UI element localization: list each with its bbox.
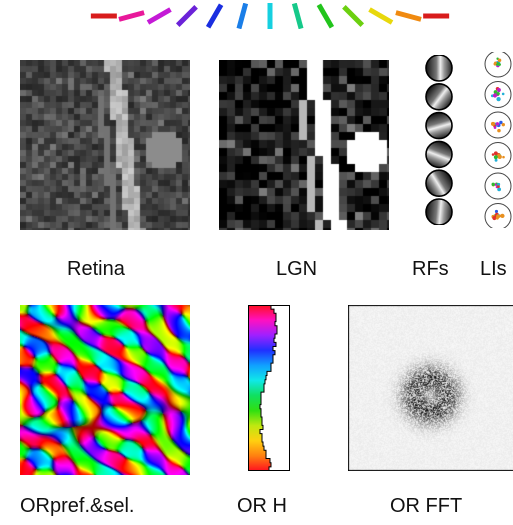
orientation-histogram bbox=[248, 305, 290, 471]
retina-label: Retina bbox=[67, 258, 125, 280]
orientation-histogram-profile bbox=[259, 305, 290, 471]
lateral-interaction-dot bbox=[500, 213, 505, 219]
lateral-interaction-dot bbox=[501, 122, 505, 127]
lateral-interaction-dot bbox=[501, 92, 505, 96]
orientation-legend-bar bbox=[291, 3, 304, 29]
lateral-interaction-dot bbox=[493, 155, 498, 160]
orientation-legend-bar bbox=[395, 10, 422, 22]
retina-panel bbox=[20, 60, 190, 230]
receptive-field-patch bbox=[425, 82, 453, 111]
orientation-legend-bar bbox=[267, 3, 273, 29]
lateral-interaction-dot bbox=[496, 214, 500, 219]
orientation-legend-bar bbox=[205, 3, 224, 29]
orientation-legend-bar bbox=[368, 7, 394, 25]
orientation-legend-bar bbox=[118, 10, 145, 22]
lateral-interaction-dot bbox=[490, 121, 495, 126]
rfs-label: RFs bbox=[412, 258, 449, 280]
orientation-legend-bar bbox=[175, 5, 198, 27]
lateral-interaction-dot bbox=[497, 128, 501, 133]
receptive-field-patch bbox=[425, 55, 453, 82]
orientation-legend-bar bbox=[423, 13, 450, 19]
lateral-interaction-dot bbox=[493, 126, 497, 129]
lateral-interaction-dot bbox=[492, 216, 497, 221]
lateral-interaction-dot bbox=[494, 158, 498, 162]
lateral-interaction-dot bbox=[492, 93, 498, 98]
orientation-legend-bar bbox=[90, 13, 117, 19]
receptive-field-patch bbox=[425, 169, 453, 197]
lateral-interaction-dot bbox=[496, 91, 500, 96]
lis-label: LIs bbox=[480, 258, 507, 280]
lateral-interaction-dot bbox=[502, 155, 505, 159]
lgn-panel bbox=[219, 60, 389, 230]
orpref-label: ORpref.&sel. bbox=[20, 495, 135, 517]
receptive-fields-column bbox=[425, 55, 453, 225]
lateral-interaction-dot bbox=[494, 61, 497, 65]
orfft-label: OR FFT bbox=[390, 495, 463, 517]
orientation-legend-bar bbox=[146, 7, 172, 25]
lateral-interaction-dot bbox=[499, 120, 503, 125]
orientation-histogram-frame bbox=[248, 305, 290, 471]
orientation-fft-panel bbox=[348, 305, 513, 471]
lateral-interaction-dot bbox=[491, 182, 495, 187]
orh-label: OR H bbox=[237, 495, 287, 517]
lateral-interaction-dot bbox=[497, 187, 502, 192]
orientation-legend-bar bbox=[236, 3, 249, 29]
lgn-label: LGN bbox=[276, 258, 318, 280]
lateral-interaction-dot bbox=[491, 153, 495, 156]
orientation-preference-map bbox=[20, 305, 190, 475]
receptive-field-patch bbox=[425, 198, 453, 225]
orientation-legend-bar bbox=[342, 5, 365, 27]
orientation-legend-bar bbox=[316, 3, 335, 29]
receptive-field-patch bbox=[425, 140, 453, 169]
lateral-interaction-dot bbox=[497, 58, 502, 63]
lateral-interaction-dot bbox=[497, 185, 500, 189]
lateral-interaction-dot bbox=[497, 182, 501, 186]
lateral-interaction-dot bbox=[494, 209, 499, 214]
lateral-interactions-column bbox=[484, 52, 512, 228]
lateral-interaction-dot bbox=[493, 151, 498, 156]
lateral-interaction-dot bbox=[494, 183, 497, 186]
lateral-interaction-dot bbox=[495, 122, 500, 126]
orientation-legend bbox=[90, 3, 450, 29]
receptive-field-patch bbox=[425, 111, 453, 140]
lateral-interaction-dot bbox=[496, 97, 501, 102]
lateral-interaction-dot bbox=[496, 87, 501, 92]
